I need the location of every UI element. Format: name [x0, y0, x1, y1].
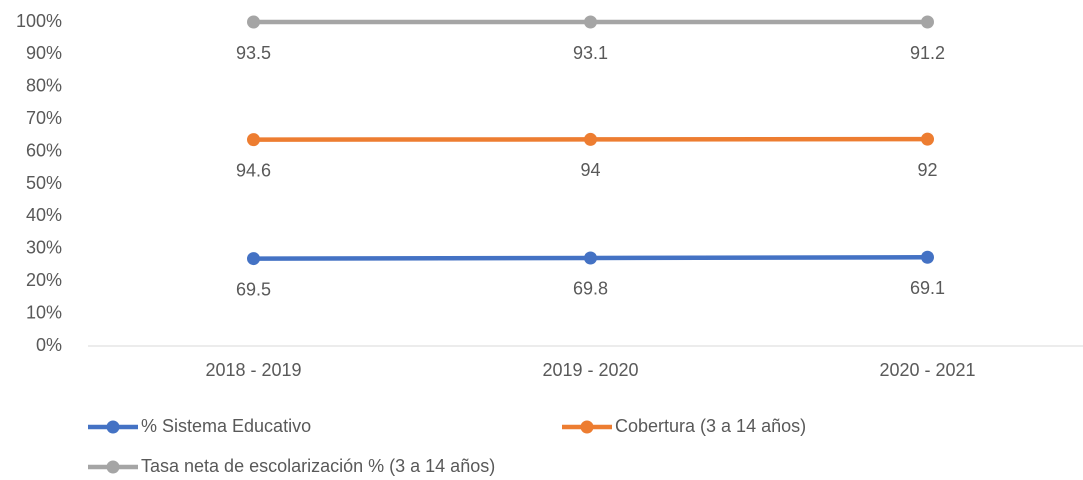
legend-label: Cobertura (3 a 14 años) — [615, 416, 806, 436]
data-label: 69.8 — [573, 279, 608, 299]
x-tick-label: 2019 - 2020 — [542, 360, 638, 380]
data-label: 94.6 — [236, 160, 271, 180]
data-label: 69.1 — [910, 278, 945, 298]
data-label: 94 — [580, 160, 600, 180]
y-tick-label: 90% — [26, 43, 62, 63]
point — [921, 250, 934, 264]
y-tick-label: 40% — [26, 205, 62, 225]
y-tick-label: 100% — [16, 11, 62, 31]
y-tick-label: 80% — [26, 76, 62, 96]
data-label: 93.1 — [573, 43, 608, 63]
point — [584, 15, 597, 29]
point — [584, 251, 597, 265]
y-tick-label: 50% — [26, 173, 62, 193]
y-tick-label: 30% — [26, 238, 62, 258]
data-label: 92 — [917, 160, 937, 180]
point — [247, 252, 260, 266]
y-tick-label: 60% — [26, 140, 62, 160]
legend-marker — [106, 460, 120, 474]
point — [921, 132, 934, 146]
y-tick-label: 20% — [26, 270, 62, 290]
legend-label: % Sistema Educativo — [141, 416, 311, 436]
legend-marker — [580, 420, 594, 434]
data-label: 69.5 — [236, 279, 271, 299]
data-label: 93.5 — [236, 43, 271, 63]
y-tick-label: 10% — [26, 302, 62, 322]
point — [584, 132, 597, 146]
x-tick-label: 2020 - 2021 — [879, 360, 975, 380]
data-label: 91.2 — [910, 43, 945, 63]
point — [247, 133, 260, 147]
y-tick-label: 70% — [26, 108, 62, 128]
point — [921, 15, 934, 29]
x-tick-label: 2018 - 2019 — [205, 360, 301, 380]
point — [247, 15, 260, 29]
legend-marker — [106, 420, 120, 434]
legend-label: Tasa neta de escolarización % (3 a 14 añ… — [141, 456, 495, 476]
y-tick-label: 0% — [36, 335, 62, 355]
